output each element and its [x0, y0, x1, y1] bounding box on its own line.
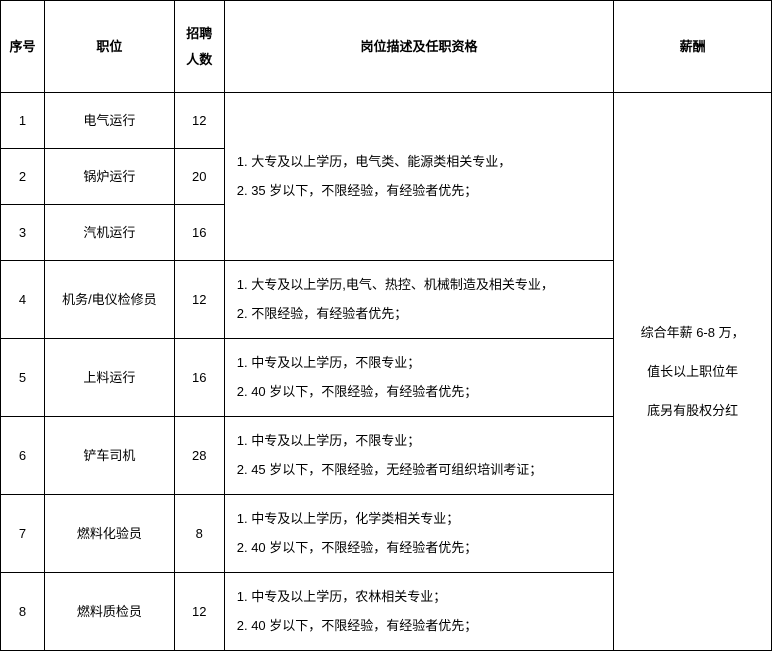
header-salary: 薪酬	[614, 1, 772, 93]
cell-count: 16	[174, 205, 224, 261]
desc-line: 2. 40 岁以下，不限经验，有经验者优先；	[237, 612, 601, 641]
cell-position: 上料运行	[44, 339, 174, 417]
header-count: 招聘人数	[174, 1, 224, 93]
cell-position: 电气运行	[44, 93, 174, 149]
cell-position: 燃料质检员	[44, 573, 174, 651]
salary-line: 底另有股权分红	[620, 391, 765, 430]
desc-line: 1. 大专及以上学历,电气、热控、机械制造及相关专业，	[237, 271, 601, 300]
cell-count: 8	[174, 495, 224, 573]
cell-seq: 5	[1, 339, 45, 417]
cell-count: 28	[174, 417, 224, 495]
cell-count: 16	[174, 339, 224, 417]
desc-line: 2. 40 岁以下，不限经验，有经验者优先；	[237, 534, 601, 563]
cell-desc-group1: 1. 大专及以上学历，电气类、能源类相关专业， 2. 35 岁以下，不限经验，有…	[224, 93, 613, 261]
desc-line: 1. 中专及以上学历，不限专业；	[237, 427, 601, 456]
cell-position: 铲车司机	[44, 417, 174, 495]
cell-seq: 3	[1, 205, 45, 261]
header-desc: 岗位描述及任职资格	[224, 1, 613, 93]
desc-line: 1. 中专及以上学历，不限专业；	[237, 349, 601, 378]
cell-desc: 1. 中专及以上学历，不限专业； 2. 40 岁以下，不限经验，有经验者优先；	[224, 339, 613, 417]
header-seq: 序号	[1, 1, 45, 93]
cell-count: 12	[174, 573, 224, 651]
cell-count: 20	[174, 149, 224, 205]
cell-salary: 综合年薪 6-8 万， 值长以上职位年 底另有股权分红	[614, 93, 772, 651]
cell-desc: 1. 中专及以上学历，农林相关专业； 2. 40 岁以下，不限经验，有经验者优先…	[224, 573, 613, 651]
cell-seq: 1	[1, 93, 45, 149]
desc-line: 1. 中专及以上学历，化学类相关专业；	[237, 505, 601, 534]
salary-line: 综合年薪 6-8 万，	[620, 313, 765, 352]
cell-desc: 1. 中专及以上学历，化学类相关专业； 2. 40 岁以下，不限经验，有经验者优…	[224, 495, 613, 573]
desc-line: 2. 35 岁以下，不限经验，有经验者优先；	[237, 177, 601, 206]
table-row: 1 电气运行 12 1. 大专及以上学历，电气类、能源类相关专业， 2. 35 …	[1, 93, 772, 149]
cell-seq: 8	[1, 573, 45, 651]
table-header-row: 序号 职位 招聘人数 岗位描述及任职资格 薪酬	[1, 1, 772, 93]
salary-line: 值长以上职位年	[620, 352, 765, 391]
cell-count: 12	[174, 261, 224, 339]
cell-seq: 7	[1, 495, 45, 573]
cell-position: 机务/电仪检修员	[44, 261, 174, 339]
recruitment-table: 序号 职位 招聘人数 岗位描述及任职资格 薪酬 1 电气运行 12 1. 大专及…	[0, 0, 772, 651]
desc-line: 2. 45 岁以下，不限经验，无经验者可组织培训考证；	[237, 456, 601, 485]
cell-position: 汽机运行	[44, 205, 174, 261]
desc-line: 2. 不限经验，有经验者优先；	[237, 300, 601, 329]
desc-line: 1. 大专及以上学历，电气类、能源类相关专业，	[237, 148, 601, 177]
desc-line: 2. 40 岁以下，不限经验，有经验者优先；	[237, 378, 601, 407]
cell-desc: 1. 中专及以上学历，不限专业； 2. 45 岁以下，不限经验，无经验者可组织培…	[224, 417, 613, 495]
cell-position: 锅炉运行	[44, 149, 174, 205]
cell-position: 燃料化验员	[44, 495, 174, 573]
cell-seq: 6	[1, 417, 45, 495]
cell-seq: 4	[1, 261, 45, 339]
cell-seq: 2	[1, 149, 45, 205]
desc-line: 1. 中专及以上学历，农林相关专业；	[237, 583, 601, 612]
header-position: 职位	[44, 1, 174, 93]
cell-desc: 1. 大专及以上学历,电气、热控、机械制造及相关专业， 2. 不限经验，有经验者…	[224, 261, 613, 339]
cell-count: 12	[174, 93, 224, 149]
